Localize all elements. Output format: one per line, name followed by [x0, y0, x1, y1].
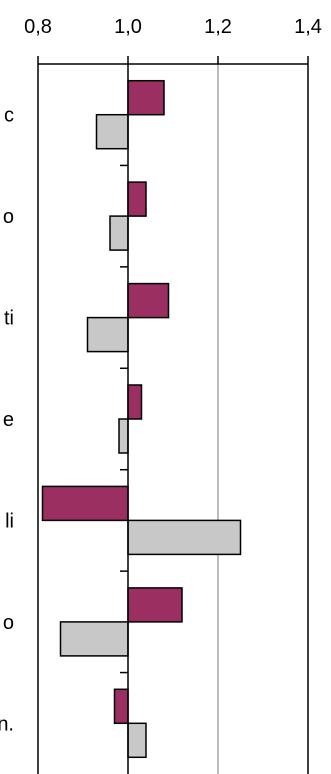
category-label: e: [3, 409, 14, 431]
category-label: o: [3, 612, 14, 634]
bar-series-2: [95, 113, 129, 150]
bar-series-1: [127, 587, 183, 623]
tick-labels: 0,8 1,0 1,2 1,4: [24, 16, 322, 38]
bar-series-1: [127, 384, 143, 420]
bar-series-2: [109, 215, 129, 251]
bars: [41, 79, 242, 759]
bar-series-2: [127, 722, 147, 759]
x-tick-label: 1,2: [204, 16, 232, 38]
x-tick-label: 0,8: [24, 16, 52, 38]
bar-series-1: [127, 282, 170, 319]
gridlines: [217, 64, 309, 774]
x-tick-label: 1,0: [114, 16, 142, 38]
bar-series-2: [59, 621, 129, 657]
bar-series-2: [118, 418, 129, 454]
category-label: o: [3, 206, 14, 228]
category-label: li: [5, 510, 14, 532]
category-label: ti: [4, 308, 14, 330]
bar-series-1: [127, 79, 165, 116]
bar-series-2: [127, 519, 242, 556]
axes: [37, 56, 309, 774]
bar-series-1: [127, 181, 147, 217]
bar-series-1: [113, 688, 129, 725]
category-label: c: [4, 105, 14, 127]
bar-series-1: [41, 485, 129, 522]
category-labels: c o ti e li o n.: [0, 105, 14, 736]
bar-series-2: [86, 316, 129, 353]
category-label: n.: [0, 713, 14, 735]
x-tick-label: 1,4: [294, 16, 322, 38]
